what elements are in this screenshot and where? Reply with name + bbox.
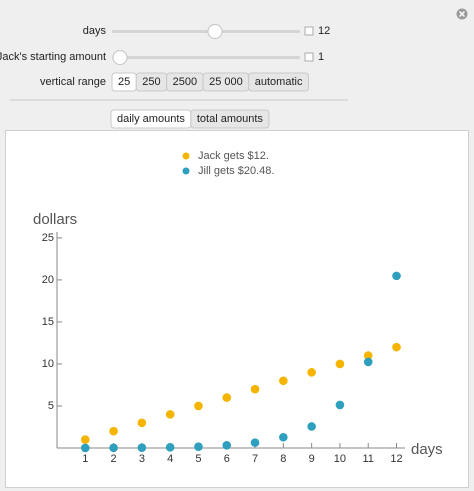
range-button[interactable]: [248, 72, 309, 92]
y-axis-label: dollars: [33, 211, 77, 228]
y-tick-label: 10: [42, 358, 54, 370]
tab[interactable]: [190, 109, 270, 129]
point: [194, 401, 203, 411]
x-tick-label: 8: [280, 453, 286, 465]
point: [363, 351, 373, 360]
days-value: 12: [318, 25, 330, 37]
start-expand[interactable]: [304, 52, 314, 62]
point: [194, 442, 203, 451]
point: [250, 438, 260, 447]
days-track: [112, 30, 300, 33]
legend-label: Jack gets $12.: [198, 150, 269, 162]
x-axis-label: days: [411, 441, 443, 458]
point: [80, 443, 90, 453]
close-icon: [459, 11, 465, 17]
point: [165, 410, 175, 419]
point: [109, 426, 118, 436]
legend-label: Jill gets $20.48.: [198, 165, 274, 177]
point: [307, 422, 316, 431]
days-thumb[interactable]: [207, 24, 223, 39]
range-button-label: 2500: [173, 76, 197, 88]
point: [392, 342, 401, 352]
y-tick-label: 20: [42, 274, 54, 286]
point: [80, 435, 90, 444]
point: [250, 384, 260, 394]
x-tick-label: 7: [252, 453, 258, 465]
y-tick-label: 25: [42, 232, 54, 244]
point: [222, 441, 232, 450]
point: [335, 400, 345, 410]
y-tick-label: 15: [42, 316, 54, 328]
legend-marker: [182, 152, 190, 160]
x-tick-label: 12: [390, 453, 402, 465]
tab-label: total amounts: [197, 113, 264, 125]
y-tick-label: 5: [48, 400, 54, 412]
tabs: daily amounts total amounts: [110, 109, 270, 129]
point: [279, 376, 288, 386]
x-tick-label: 6: [224, 453, 230, 465]
x-tick-label: 4: [167, 453, 173, 465]
days-expand[interactable]: [304, 26, 314, 36]
point: [279, 432, 288, 442]
x-tick-label: 5: [195, 453, 201, 465]
x-tick-label: 9: [309, 453, 315, 465]
range-buttons: 25 250 2500 25 000 automatic: [111, 72, 309, 92]
point: [165, 443, 175, 452]
range-button-label: automatic: [255, 76, 303, 88]
tab-label: daily amounts: [117, 113, 185, 125]
point: [363, 357, 373, 367]
start-track: [112, 56, 300, 59]
point: [137, 418, 147, 428]
range-button-label: 250: [142, 76, 160, 88]
x-tick-label: 10: [334, 453, 346, 465]
start-label: Jack's starting amount: [0, 51, 106, 63]
range-button-label: 25: [118, 76, 130, 88]
start-value: 1: [318, 51, 324, 63]
x-tick-label: 2: [111, 453, 117, 465]
point: [109, 443, 118, 453]
plot-panel: [5, 130, 469, 488]
point: [137, 443, 147, 452]
range-button-label: 25 000: [209, 76, 243, 88]
point: [335, 359, 345, 369]
point: [392, 271, 401, 281]
days-label: days: [83, 25, 107, 37]
point: [307, 368, 316, 377]
range-label: vertical range: [40, 76, 106, 88]
start-thumb[interactable]: [112, 50, 128, 65]
x-tick-label: 1: [82, 453, 88, 465]
x-tick-label: 11: [363, 453, 374, 465]
legend-marker: [182, 167, 190, 175]
point: [222, 393, 232, 402]
x-tick-label: 3: [139, 453, 145, 465]
